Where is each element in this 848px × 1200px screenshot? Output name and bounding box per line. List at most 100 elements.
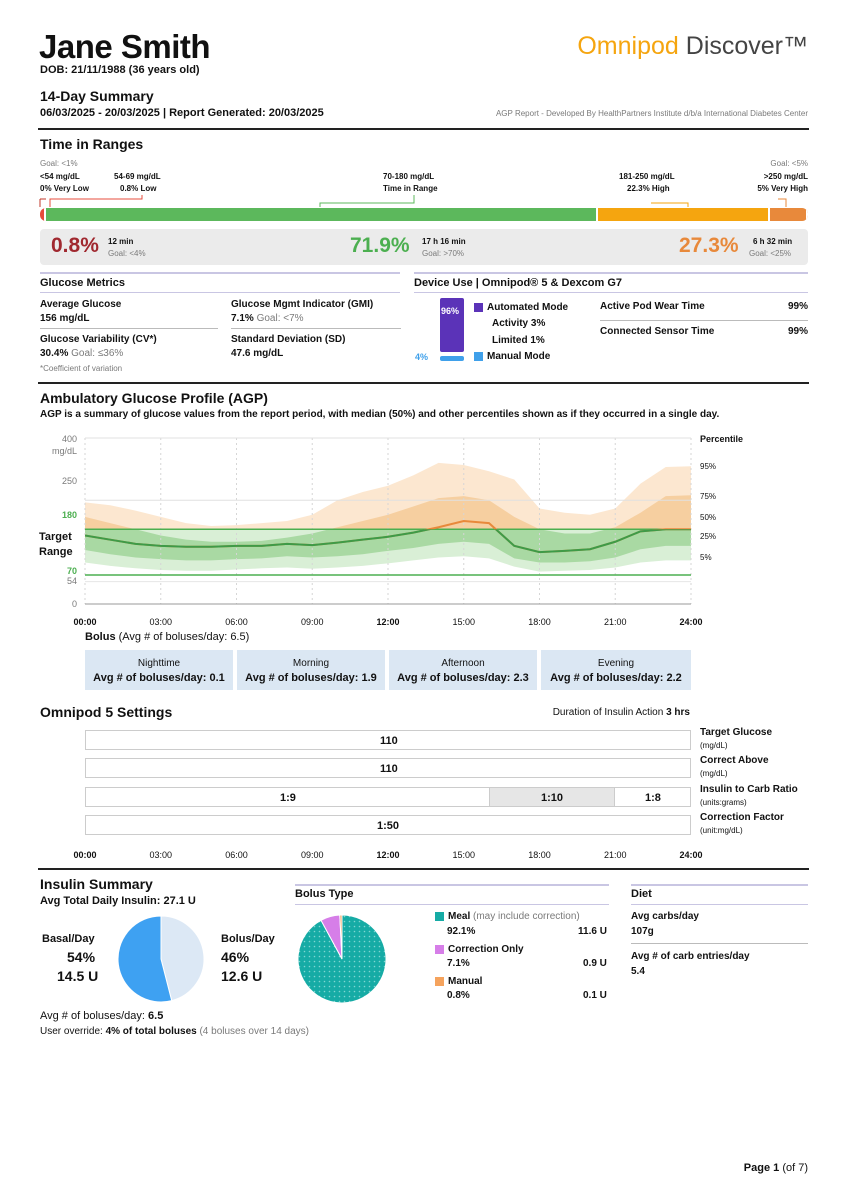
correction-factor-value: 1:50 [377, 820, 400, 832]
in-range-total-time: 17 h 16 min [422, 237, 466, 246]
period-name: Evening [597, 658, 635, 669]
brand-logo: Omnipod Discover™ [577, 32, 808, 61]
percentile-75: 75% [700, 492, 717, 501]
manual-pct: 4% [415, 352, 429, 362]
period-value: Avg # of boluses/day: 0.1 [93, 672, 225, 684]
avg-glucose-value: 156 mg/dL [40, 313, 90, 324]
manual-label: Manual Mode [487, 351, 551, 362]
bolus-slice [160, 915, 205, 1002]
high-value: 22.3% High [627, 184, 670, 193]
divider [38, 868, 809, 870]
cv-goal: Goal: ≤36% [71, 348, 124, 359]
gmi-goal: Goal: <7% [256, 313, 304, 324]
divider [631, 884, 808, 886]
tir-segment-low [40, 208, 47, 221]
percentile-50: 50% [700, 513, 717, 522]
cv-value: 30.4% [40, 348, 69, 359]
agp-x-tick: 03:00 [149, 617, 173, 627]
percentile-25: 25% [700, 532, 717, 541]
agp-x-tick: 12:00 [376, 617, 400, 627]
very-low-range: <54 mg/dL [40, 172, 80, 181]
agp-x-tick: 24:00 [679, 617, 703, 627]
agp-x-tick: 06:00 [225, 617, 248, 627]
divider [414, 272, 808, 274]
low-total-goal: Goal: <4% [108, 249, 146, 258]
icr-value-1: 1:9 [280, 792, 296, 804]
y-tick-400: 400 [62, 434, 78, 444]
automated-swatch [474, 302, 483, 312]
patient-name: Jane Smith [39, 28, 211, 65]
low-value: 0.8% Low [120, 184, 157, 193]
high-total-pct: 27.3% [679, 234, 739, 257]
carb-entries-label: Avg # of carb entries/day [631, 951, 750, 962]
dia-value: 3 hrs [666, 707, 690, 718]
divider [295, 884, 609, 886]
agp-x-tick: 09:00 [300, 617, 324, 627]
manual-bolus-pct: 0.8% [447, 990, 470, 1001]
gmi-value: 7.1% [231, 313, 254, 324]
override-label: User override: [40, 1026, 106, 1037]
percentile-95: 95% [700, 462, 717, 471]
automated-label: Automated Mode [487, 302, 569, 313]
settings-title: Omnipod 5 Settings [40, 704, 173, 720]
divider [40, 292, 400, 293]
meal-legend: Meal (may include correction) [435, 911, 580, 922]
total-label: Avg Total Daily Insulin: [40, 895, 164, 907]
divider [38, 382, 809, 384]
tir-segment-high [598, 208, 770, 221]
bolus-avg: (Avg # of boluses/day: 6.5) [115, 631, 250, 643]
settings-x-tick: 21:00 [603, 850, 627, 860]
agp-x-tick: 18:00 [528, 617, 551, 627]
user-override-row: User override: 4% of total boluses (4 bo… [40, 1026, 309, 1037]
very-low-goal: Goal: <1% [40, 159, 78, 168]
diet-title: Diet [631, 888, 652, 900]
agp-x-tick: 15:00 [452, 617, 476, 627]
correction-factor-row: 1:50 [85, 815, 691, 835]
settings-x-tick: 00:00 [73, 850, 97, 860]
divider [40, 328, 218, 329]
divider [295, 904, 609, 905]
dia-label: Duration of Insulin Action [552, 707, 667, 718]
automated-legend: Automated Mode [474, 302, 568, 313]
percentile-5: 5% [700, 553, 712, 562]
tir-summary-box: 0.8% 12 min Goal: <4% 71.9% 17 h 16 min … [40, 229, 808, 265]
divider [40, 272, 400, 274]
bolus-card-evening: Evening Avg # of boluses/day: 2.2 [541, 650, 691, 690]
y-tick-180: 180 [62, 510, 78, 520]
agp-x-tick: 21:00 [603, 617, 627, 627]
agp-title: Ambulatory Glucose Profile (AGP) [40, 390, 268, 406]
divider [631, 904, 808, 905]
percentile-title: Percentile [700, 434, 744, 444]
manual-swatch [474, 351, 483, 361]
page-current: Page 1 [743, 1162, 780, 1174]
y-unit: mg/dL [52, 446, 78, 456]
low-total-time: 12 min [108, 237, 134, 246]
automated-mode-bar [440, 298, 464, 352]
icr-label: Insulin to Carb Ratio [700, 784, 798, 795]
correction-legend: Correction Only [435, 944, 524, 955]
override-note: (4 boluses over 14 days) [196, 1026, 309, 1037]
agp-chart [84, 437, 692, 605]
bolus-card-afternoon: Afternoon Avg # of boluses/day: 2.3 [389, 650, 537, 690]
device-use-title: Device Use | Omnipod® 5 & Dexcom G7 [414, 277, 623, 289]
bolus-card-nighttime: Nighttime Avg # of boluses/day: 0.1 [85, 650, 233, 690]
manual-bolus-legend: Manual [435, 976, 482, 987]
settings-x-tick: 12:00 [376, 850, 400, 860]
very-high-value: 5% Very High [757, 184, 808, 193]
total-daily-insulin: Avg Total Daily Insulin: 27.1 U [40, 895, 196, 907]
icr-value-3: 1:8 [645, 792, 661, 804]
avg-boluses-label: Avg # of boluses/day: [40, 1010, 149, 1022]
sensor-time-label: Connected Sensor Time [600, 326, 715, 337]
cv-footnote: *Coefficient of variation [40, 364, 123, 373]
agp-gridlines [84, 437, 692, 605]
manual-bolus-units: 0.1 U [583, 990, 607, 1001]
y-tick-250: 250 [62, 476, 78, 486]
patient-dob: DOB: 21/11/1988 (36 years old) [40, 64, 200, 76]
correction-swatch [435, 944, 444, 954]
pod-wear-value: 99% [787, 301, 808, 312]
period-value: Avg # of boluses/day: 1.9 [245, 672, 377, 684]
limited-pct: Limited 1% [492, 335, 545, 346]
target-glucose-row: 110 [85, 730, 691, 750]
bolus-day-pct: 46% [221, 949, 250, 965]
bolus-label: Bolus [85, 631, 116, 643]
